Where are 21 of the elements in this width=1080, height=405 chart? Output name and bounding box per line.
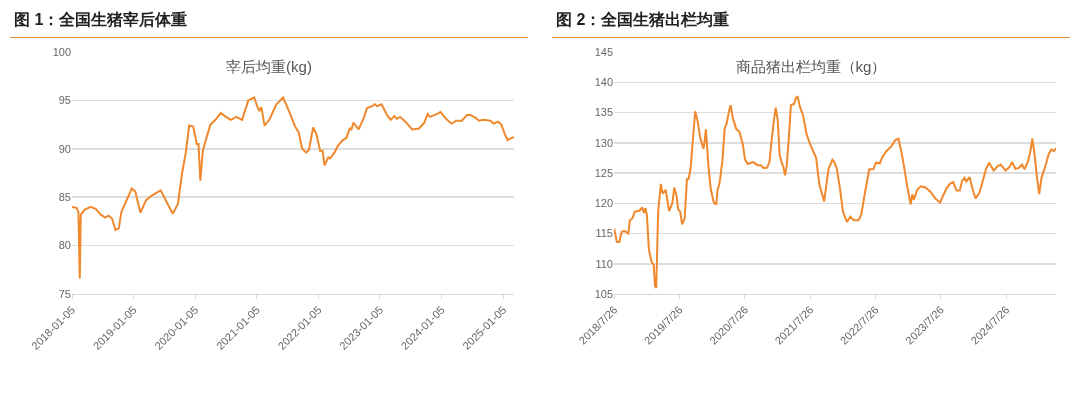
line-series xyxy=(72,96,514,280)
y-tick-label: 90 xyxy=(58,142,71,155)
chart-title: 图 2：全国生猪出栏均重 xyxy=(552,6,1070,38)
y-tick-label: 125 xyxy=(594,166,613,179)
y-tick-label: 105 xyxy=(594,287,613,300)
y-tick-label: 135 xyxy=(594,106,613,119)
y-tick-label: 80 xyxy=(58,239,71,252)
chart-title: 图 1：全国生猪宰后体重 xyxy=(10,6,528,38)
y-tick-label: 140 xyxy=(594,76,613,89)
y-tick-label: 100 xyxy=(52,45,71,58)
y-tick-label: 85 xyxy=(58,191,71,204)
y-tick-label: 120 xyxy=(594,197,613,210)
chart-subtitle: 宰后均重(kg) xyxy=(226,57,312,75)
y-tick-label: 110 xyxy=(595,257,613,270)
line-series xyxy=(614,95,1056,289)
chart-subtitle: 商品猪出栏均重（kg） xyxy=(735,57,887,75)
y-tick-label: 130 xyxy=(594,136,613,149)
y-tick-label: 145 xyxy=(594,45,613,58)
y-tick-label: 95 xyxy=(58,94,71,107)
y-tick-label: 115 xyxy=(595,227,613,240)
y-tick-label: 75 xyxy=(58,287,71,300)
